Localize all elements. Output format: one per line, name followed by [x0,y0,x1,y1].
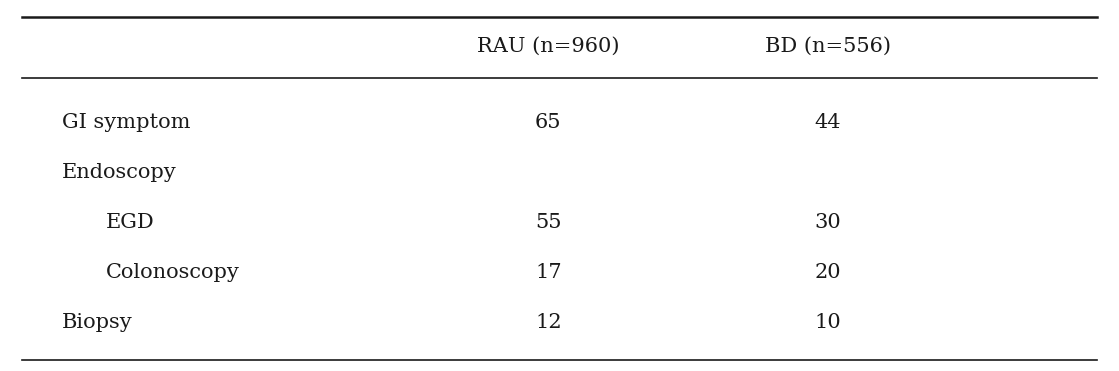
Text: RAU (n=960): RAU (n=960) [477,37,620,56]
Text: 12: 12 [535,313,562,332]
Text: EGD: EGD [106,213,156,232]
Text: 17: 17 [535,263,562,282]
Text: 44: 44 [815,113,841,132]
Text: 65: 65 [535,113,562,132]
Text: 20: 20 [815,263,841,282]
Text: 55: 55 [535,213,562,232]
Text: Endoscopy: Endoscopy [62,163,177,182]
Text: 30: 30 [815,213,841,232]
Text: Colonoscopy: Colonoscopy [106,263,241,282]
Text: Biopsy: Biopsy [62,313,132,332]
Text: 10: 10 [815,313,841,332]
Text: GI symptom: GI symptom [62,113,190,132]
Text: BD (n=556): BD (n=556) [765,37,891,56]
